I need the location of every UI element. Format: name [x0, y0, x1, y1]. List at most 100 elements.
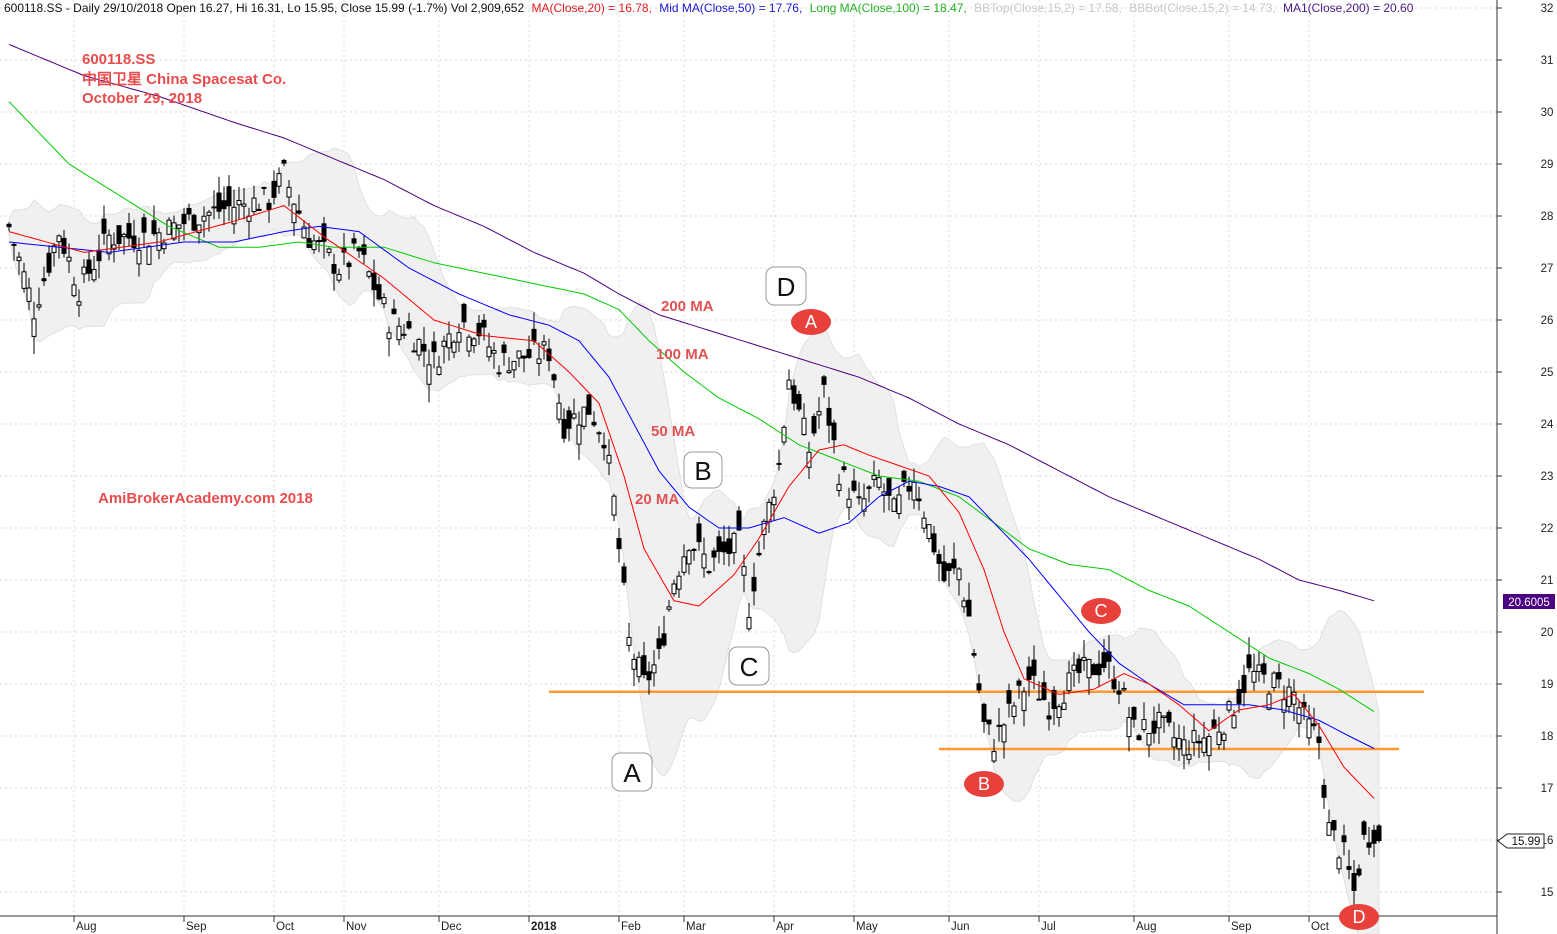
- candle-body: [621, 566, 627, 583]
- candle: [196, 224, 202, 244]
- candle-body: [201, 215, 207, 222]
- pattern-box-d-label: D: [777, 272, 796, 302]
- candle-body: [556, 402, 562, 420]
- y-tick-label: 27: [1541, 263, 1554, 275]
- candle-body: [11, 243, 17, 246]
- ma200-readout: MA1(Close,200) = 20.60: [1283, 1, 1414, 15]
- y-tick-label: 30: [1541, 107, 1554, 119]
- candle-body: [1186, 754, 1192, 760]
- candle: [671, 579, 677, 597]
- candle-body: [1106, 651, 1112, 662]
- candle-body: [1161, 715, 1167, 718]
- candle-body: [721, 541, 727, 553]
- y-tick-label: 31: [1541, 55, 1554, 67]
- candle: [1196, 734, 1202, 759]
- candle-body: [66, 256, 72, 262]
- candle-body: [491, 350, 497, 354]
- candle-body: [1201, 737, 1207, 753]
- candle-body: [741, 566, 747, 576]
- candle: [236, 186, 242, 219]
- candle-body: [1116, 690, 1122, 695]
- candle: [376, 276, 382, 301]
- candle-body: [706, 571, 712, 574]
- candle: [466, 334, 472, 358]
- y-tick-label: 28: [1541, 211, 1554, 223]
- y-tick-label: 29: [1541, 159, 1554, 171]
- candle: [686, 548, 692, 575]
- x-tick-label: Aug: [1136, 921, 1156, 933]
- candle: [416, 337, 422, 361]
- candle: [691, 547, 697, 561]
- candle: [41, 266, 47, 286]
- candle: [566, 406, 572, 442]
- candle-body: [481, 319, 487, 328]
- candle-body: [686, 550, 692, 565]
- bbtop-readout: BBTop(Close,15,2) = 17.58,: [974, 1, 1122, 15]
- candle: [526, 335, 532, 359]
- candle-body: [951, 558, 957, 569]
- candle: [396, 317, 402, 346]
- candle: [1291, 679, 1297, 722]
- candle: [1126, 706, 1132, 752]
- annotation-date: October 29, 2018: [82, 90, 202, 107]
- candle: [941, 545, 947, 583]
- candle-body: [571, 413, 577, 419]
- candle-body: [1326, 822, 1332, 836]
- candle-body: [676, 575, 682, 590]
- candle: [191, 213, 197, 232]
- candle: [1306, 704, 1312, 746]
- candle-body: [356, 247, 362, 252]
- candle: [1371, 824, 1377, 858]
- candle-body: [316, 240, 322, 243]
- candle: [916, 486, 922, 511]
- candle-body: [116, 225, 122, 244]
- candle-body: [286, 186, 292, 198]
- candle: [626, 622, 632, 652]
- candle: [601, 432, 607, 461]
- candle-body: [16, 256, 22, 262]
- candle-body: [1096, 663, 1102, 676]
- candle: [371, 259, 377, 307]
- candle-body: [1221, 733, 1227, 741]
- candle-body: [521, 355, 527, 359]
- candle: [641, 641, 647, 679]
- candle: [441, 335, 447, 364]
- candle-body: [891, 498, 897, 512]
- candle-body: [421, 343, 427, 352]
- candle-body: [871, 475, 877, 480]
- candle: [1006, 683, 1012, 718]
- candle-body: [946, 563, 952, 572]
- ma200-line: [8, 43, 1375, 602]
- candle-body: [1211, 719, 1217, 729]
- candle: [751, 562, 757, 606]
- candle: [846, 487, 852, 521]
- candle: [391, 299, 397, 315]
- candle: [506, 357, 512, 374]
- candle: [791, 379, 797, 411]
- candle: [6, 222, 12, 232]
- candle: [316, 236, 322, 253]
- candle: [356, 245, 362, 258]
- candle-body: [861, 498, 867, 512]
- candle: [326, 247, 332, 257]
- candle: [1046, 701, 1052, 731]
- candle: [1186, 740, 1192, 765]
- candle: [696, 516, 702, 551]
- candle-body: [56, 235, 62, 243]
- candle: [951, 542, 957, 575]
- candle: [716, 530, 722, 564]
- candle-body: [1271, 672, 1277, 689]
- candle: [746, 602, 752, 632]
- candle-body: [236, 200, 242, 206]
- candle: [1221, 731, 1227, 750]
- candle-body: [761, 520, 767, 536]
- label-20ma: 20 MA: [635, 491, 679, 508]
- candle: [226, 175, 232, 221]
- candle: [956, 567, 962, 596]
- candle: [1026, 656, 1032, 697]
- candle-body: [311, 240, 317, 251]
- candle-body: [1016, 680, 1022, 686]
- candle: [1036, 681, 1042, 701]
- candle: [261, 186, 267, 196]
